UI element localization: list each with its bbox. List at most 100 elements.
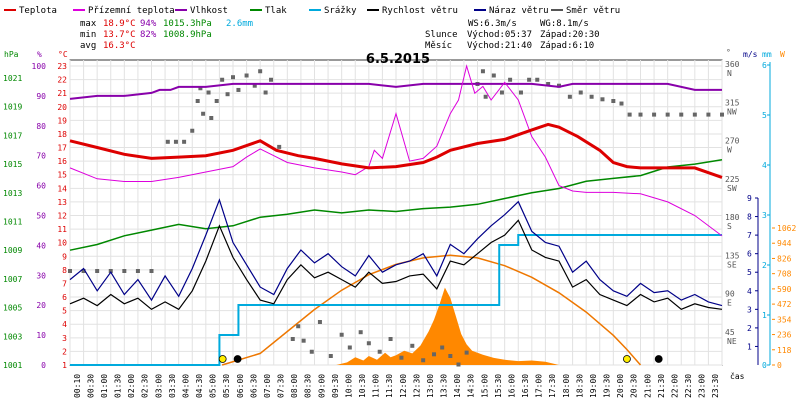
temperature-tick-label: 18: [57, 130, 67, 139]
wind-direction-point: [483, 94, 488, 99]
solar-tick-label: 826: [777, 254, 792, 263]
solar-tick-label: 1062: [777, 224, 796, 233]
rain-tick-label: 5: [762, 111, 767, 120]
time-tick-label: 12:00: [399, 374, 408, 398]
stats-min-hum: 82%: [140, 30, 157, 40]
wind-tick-label: 5: [747, 268, 752, 277]
direction-degree-label: 360: [725, 60, 740, 69]
wind-speed-line: [69, 219, 723, 311]
time-tick-label: 22:30: [684, 374, 693, 398]
temperature-tick-label: 7: [62, 279, 67, 288]
wind-direction-point: [309, 349, 314, 354]
pressure-tick-label: 1001: [3, 361, 22, 370]
legend-label: Srážky: [324, 6, 357, 16]
wind-direction-point: [277, 144, 282, 149]
stats-min-label: min: [80, 30, 96, 40]
sun-moon-markers: [218, 355, 663, 363]
direction-degree-label: 135: [725, 251, 740, 260]
wind-direction-point: [328, 354, 333, 358]
stats-min-temp: 13.7°C: [103, 30, 136, 40]
wind-wg: WG:8.1m/s: [540, 19, 589, 29]
time-tick-label: 20:30: [630, 374, 639, 398]
time-tick-label: 15:00: [480, 374, 489, 398]
time-tick-label: 06:00: [236, 374, 245, 398]
unit-w: W: [780, 50, 785, 59]
wind-direction-point: [619, 101, 624, 106]
wind-direction-point: [269, 77, 274, 82]
direction-compass-label: W: [727, 146, 732, 155]
unit-time: čas: [730, 371, 745, 381]
temperature-tick-label: 16: [57, 157, 67, 166]
chart-title: 6.5.2015: [366, 52, 430, 67]
wind-direction-point: [518, 90, 523, 95]
solar-tick-label: 354: [777, 315, 792, 324]
wind-direction-point: [198, 86, 203, 91]
humidity-tick-label: 30: [36, 271, 46, 280]
wind-direction-point: [209, 116, 214, 120]
wind-direction-point: [290, 337, 295, 341]
direction-degree-label: 180: [725, 213, 740, 222]
time-tick-label: 13:00: [426, 374, 435, 398]
humidity-tick-label: 0: [41, 361, 46, 370]
solar-measured-area: [336, 287, 559, 365]
solar-tick-label: 708: [777, 270, 792, 279]
unit-hpa: hPa: [4, 50, 19, 59]
time-tick-label: 15:30: [494, 374, 503, 398]
humidity-tick-label: 20: [36, 301, 46, 310]
humidity-line: [69, 82, 722, 100]
time-tick-label: 04:00: [181, 374, 190, 398]
sunset-marker: [623, 355, 631, 363]
time-tick-label: 12:30: [412, 374, 421, 398]
time-tick-label: 04:30: [195, 374, 204, 398]
wind-tick-label: 8: [747, 213, 752, 222]
rain-tick-label: 4: [762, 161, 767, 170]
pressure-tick-label: 1005: [3, 304, 22, 313]
unit-pct: %: [37, 50, 42, 59]
direction-compass-label: S: [727, 222, 732, 231]
time-tick-label: 10:30: [358, 374, 367, 398]
time-tick-label: 03:00: [154, 374, 163, 398]
wind-direction-point: [339, 332, 344, 337]
time-tick-label: 02:30: [141, 374, 150, 398]
sun-label: Slunce: [425, 30, 458, 40]
legend-label: Náraz větru: [489, 6, 549, 16]
solar-theoretical-curve: [221, 254, 642, 366]
temperature-tick-label: 3: [62, 334, 67, 343]
stats-min-press: 1008.9hPa: [163, 30, 212, 40]
wind-direction-point: [665, 112, 670, 117]
unit-labels: hPa % °C ° m/s mm W čas: [4, 48, 785, 381]
wind-tick-label: 7: [747, 231, 752, 240]
time-tick-label: 22:00: [670, 374, 679, 398]
wind-direction-point: [440, 345, 445, 350]
wind-direction-point: [456, 362, 461, 367]
legend-label: Rychlost větru: [382, 6, 458, 16]
moon-set: Západ:6:10: [540, 41, 594, 51]
solar-tick-label: 236: [777, 331, 792, 340]
legend-label: Přízemní teplota: [88, 6, 175, 16]
time-tick-label: 19:30: [603, 374, 612, 398]
sun-rise: Východ:05:37: [467, 30, 532, 40]
wind-tick-label: 6: [747, 250, 752, 259]
pressure-tick-label: 1015: [3, 160, 22, 169]
pressure-line: [69, 159, 723, 251]
time-tick-label: 00:30: [86, 374, 95, 398]
stats-max-press: 1015.3hPa: [163, 19, 212, 29]
direction-degree-label: 270: [725, 137, 740, 146]
wind-direction-point: [491, 73, 496, 78]
pressure-tick-label: 1011: [3, 218, 22, 227]
series-lines: [68, 64, 724, 367]
time-tick-label: 01:00: [100, 374, 109, 398]
temperature-tick-label: 14: [57, 184, 67, 193]
humidity-tick-label: 100: [32, 62, 47, 71]
direction-compass-label: E: [727, 299, 732, 308]
wind-direction-point: [567, 94, 572, 99]
temperature-line: [69, 122, 723, 179]
wind-direction-point: [720, 112, 724, 117]
temperature-tick-label: 6: [62, 293, 67, 302]
wind-tick-label: 4: [747, 287, 752, 296]
direction-compass-label: SW: [727, 184, 737, 193]
wind-direction-point: [220, 77, 225, 82]
temperature-tick-label: 15: [57, 171, 67, 180]
time-tick-label: 20:00: [616, 374, 625, 398]
temperature-tick-label: 12: [57, 212, 67, 221]
